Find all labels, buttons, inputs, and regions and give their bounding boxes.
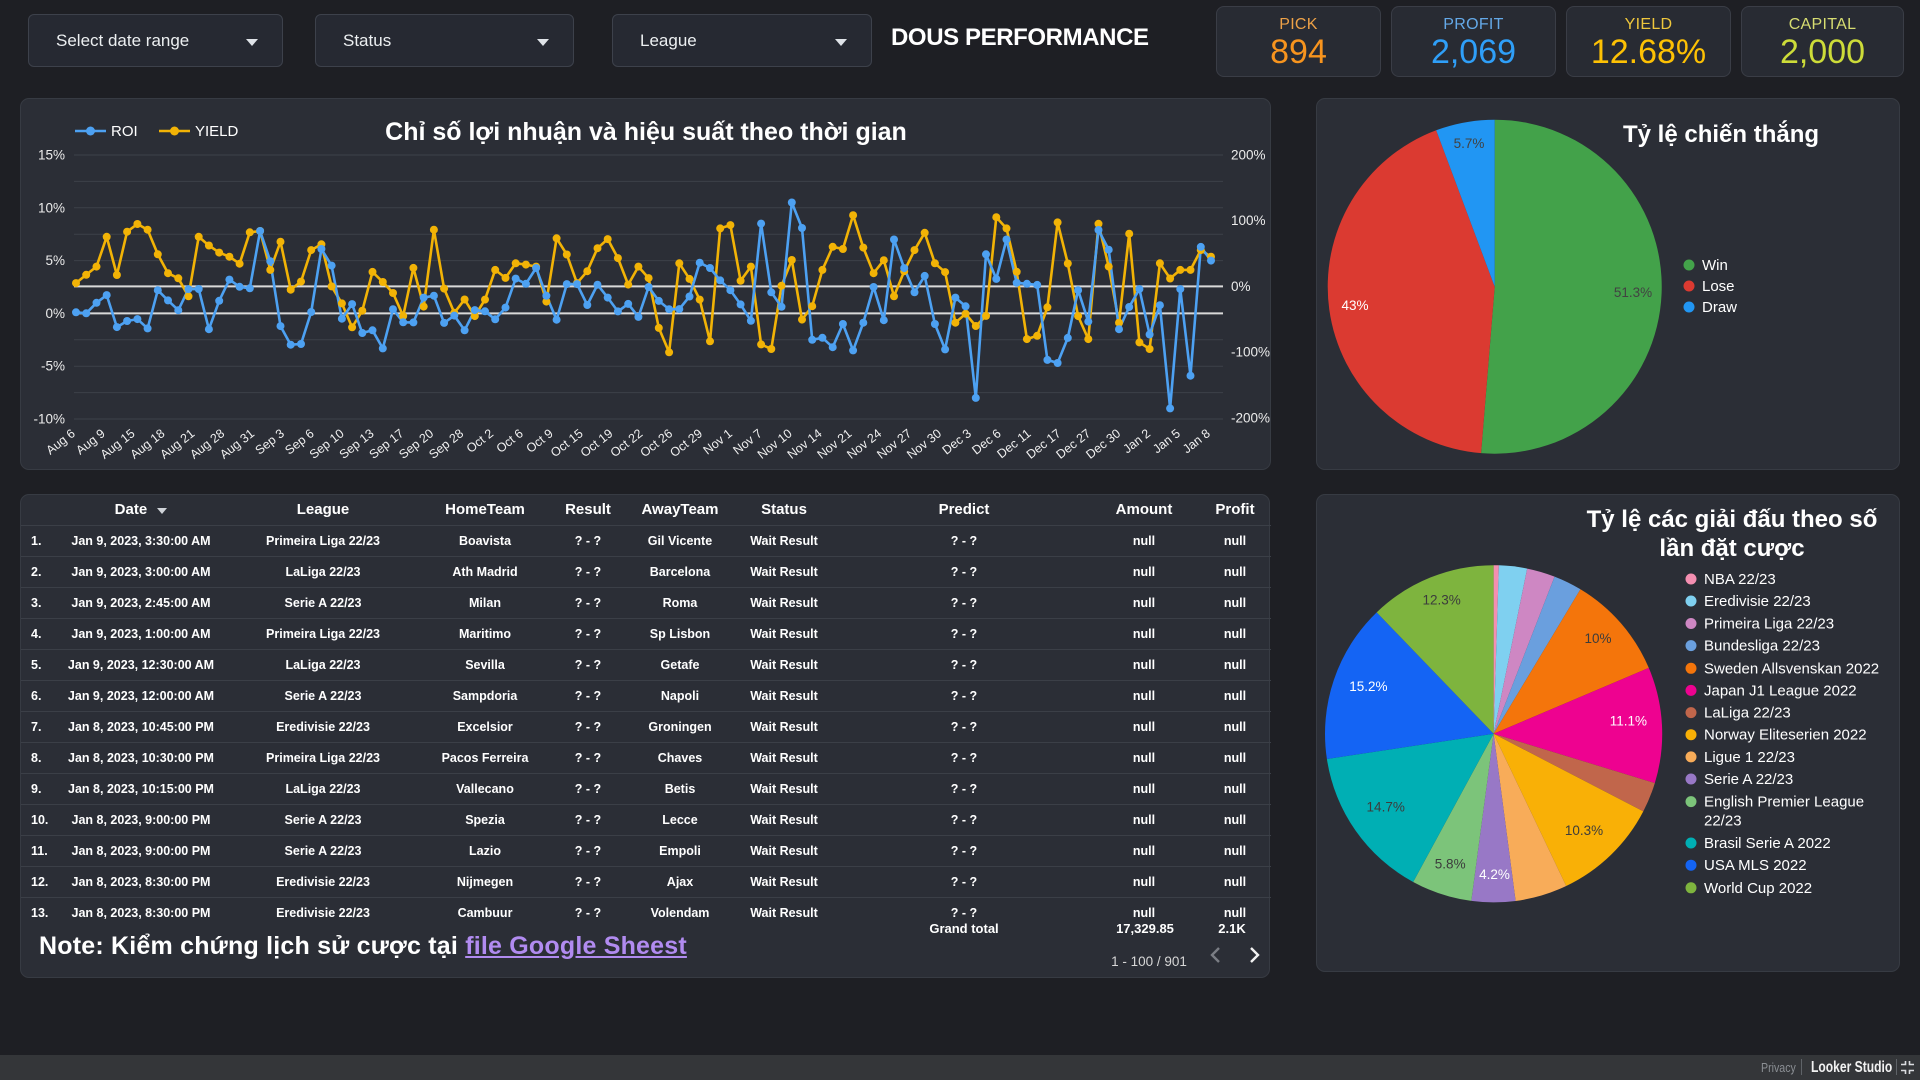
svg-text:Tỷ lệ chiến thắng: Tỷ lệ chiến thắng: [1623, 120, 1819, 148]
svg-text:100%: 100%: [1231, 213, 1266, 228]
svg-text:Sep 28: Sep 28: [426, 426, 466, 461]
svg-text:Nov 1: Nov 1: [701, 426, 735, 457]
svg-text:-5%: -5%: [41, 359, 65, 374]
svg-text:43%: 43%: [1341, 298, 1368, 313]
svg-text:5.7%: 5.7%: [1454, 136, 1485, 151]
svg-text:Oct 19: Oct 19: [578, 426, 616, 460]
svg-text:12.3%: 12.3%: [1422, 592, 1460, 607]
svg-text:15%: 15%: [38, 148, 65, 163]
svg-text:Sweden Allsvenskan 2022: Sweden Allsvenskan 2022: [1704, 660, 1879, 677]
svg-text:Oct 29: Oct 29: [667, 426, 705, 460]
svg-text:Jan 8: Jan 8: [1180, 426, 1213, 456]
svg-text:0%: 0%: [1231, 279, 1251, 294]
svg-text:World Cup 2022: World Cup 2022: [1704, 880, 1812, 897]
svg-text:Oct 15: Oct 15: [548, 426, 586, 460]
svg-text:NBA 22/23: NBA 22/23: [1704, 571, 1776, 588]
svg-text:Dec 3: Dec 3: [940, 426, 974, 457]
svg-text:4.2%: 4.2%: [1479, 867, 1510, 882]
svg-text:10%: 10%: [38, 200, 65, 215]
svg-text:Win: Win: [1702, 257, 1728, 274]
svg-text:5%: 5%: [45, 253, 65, 268]
svg-text:Oct 2: Oct 2: [464, 426, 496, 455]
svg-text:Oct 22: Oct 22: [608, 426, 646, 460]
svg-text:Bundesliga 22/23: Bundesliga 22/23: [1704, 638, 1820, 655]
svg-text:Aug 6: Aug 6: [43, 426, 77, 457]
svg-text:-100%: -100%: [1231, 345, 1270, 360]
svg-text:-10%: -10%: [33, 412, 65, 427]
svg-text:10%: 10%: [1584, 631, 1611, 646]
svg-text:YIELD: YIELD: [195, 123, 239, 140]
svg-text:USA MLS 2022: USA MLS 2022: [1704, 857, 1807, 874]
svg-text:Chỉ số lợi nhuận và hiệu suất: Chỉ số lợi nhuận và hiệu suất theo thời …: [385, 118, 907, 146]
svg-text:Lose: Lose: [1702, 278, 1735, 295]
svg-text:15.2%: 15.2%: [1349, 679, 1387, 694]
svg-text:0%: 0%: [45, 306, 65, 321]
svg-text:Serie A 22/23: Serie A 22/23: [1704, 771, 1793, 788]
svg-text:Primeira Liga 22/23: Primeira Liga 22/23: [1704, 616, 1834, 633]
svg-text:LaLiga 22/23: LaLiga 22/23: [1704, 705, 1791, 722]
svg-text:5.8%: 5.8%: [1435, 857, 1466, 872]
svg-text:10.3%: 10.3%: [1565, 823, 1603, 838]
svg-text:Nov 30: Nov 30: [904, 426, 944, 461]
svg-text:14.7%: 14.7%: [1367, 799, 1405, 814]
svg-text:51.3%: 51.3%: [1614, 285, 1652, 300]
svg-text:Jan 5: Jan 5: [1150, 426, 1183, 456]
svg-text:lần đặt cược: lần đặt cược: [1659, 535, 1804, 562]
svg-text:Dec 30: Dec 30: [1083, 426, 1123, 461]
svg-text:Japan J1 League 2022: Japan J1 League 2022: [1704, 682, 1857, 699]
svg-text:-200%: -200%: [1231, 410, 1270, 425]
svg-text:11.1%: 11.1%: [1610, 714, 1647, 729]
svg-text:English Premier League: English Premier League: [1704, 794, 1864, 811]
svg-text:Eredivisie 22/23: Eredivisie 22/23: [1704, 593, 1811, 610]
svg-text:Brasil Serie A 2022: Brasil Serie A 2022: [1704, 835, 1831, 852]
svg-text:ROI: ROI: [111, 123, 138, 140]
svg-text:Oct 6: Oct 6: [494, 426, 526, 455]
svg-text:Aug 31: Aug 31: [217, 426, 257, 461]
svg-text:22/23: 22/23: [1704, 812, 1742, 829]
svg-text:200%: 200%: [1231, 148, 1266, 163]
svg-text:Norway Eliteserien 2022: Norway Eliteserien 2022: [1704, 727, 1867, 744]
svg-text:Jan 2: Jan 2: [1120, 426, 1153, 456]
svg-text:Sep 3: Sep 3: [253, 426, 287, 457]
svg-text:Draw: Draw: [1702, 299, 1737, 316]
svg-text:Oct 26: Oct 26: [638, 426, 676, 460]
svg-text:Tỷ lệ các giải đấu theo số: Tỷ lệ các giải đấu theo số: [1587, 506, 1878, 533]
svg-text:Ligue 1 22/23: Ligue 1 22/23: [1704, 749, 1795, 766]
